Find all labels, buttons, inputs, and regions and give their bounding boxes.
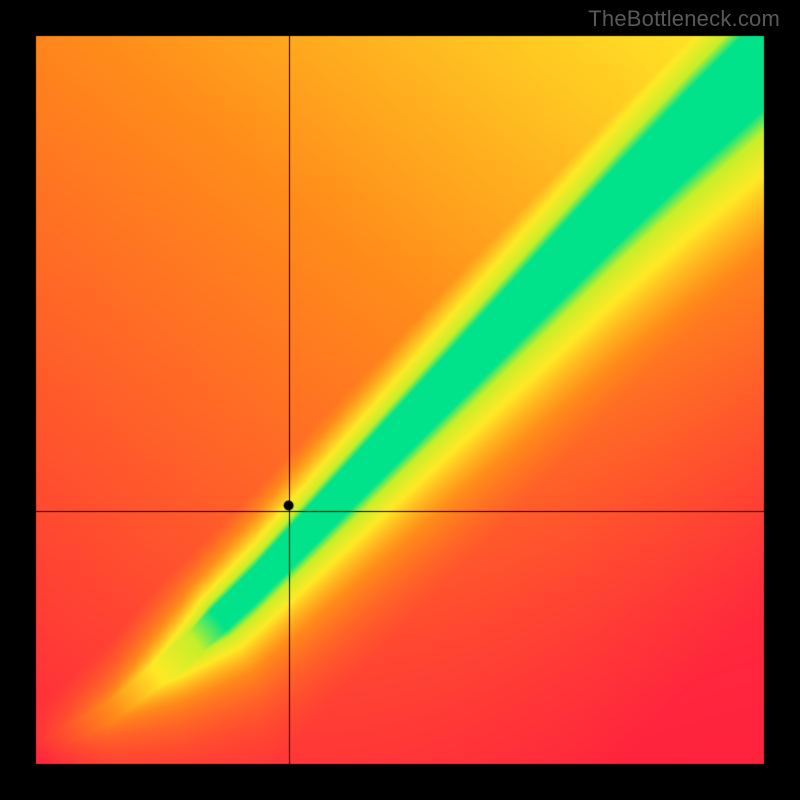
attribution-text: TheBottleneck.com	[588, 6, 780, 32]
bottleneck-heatmap	[0, 0, 800, 800]
